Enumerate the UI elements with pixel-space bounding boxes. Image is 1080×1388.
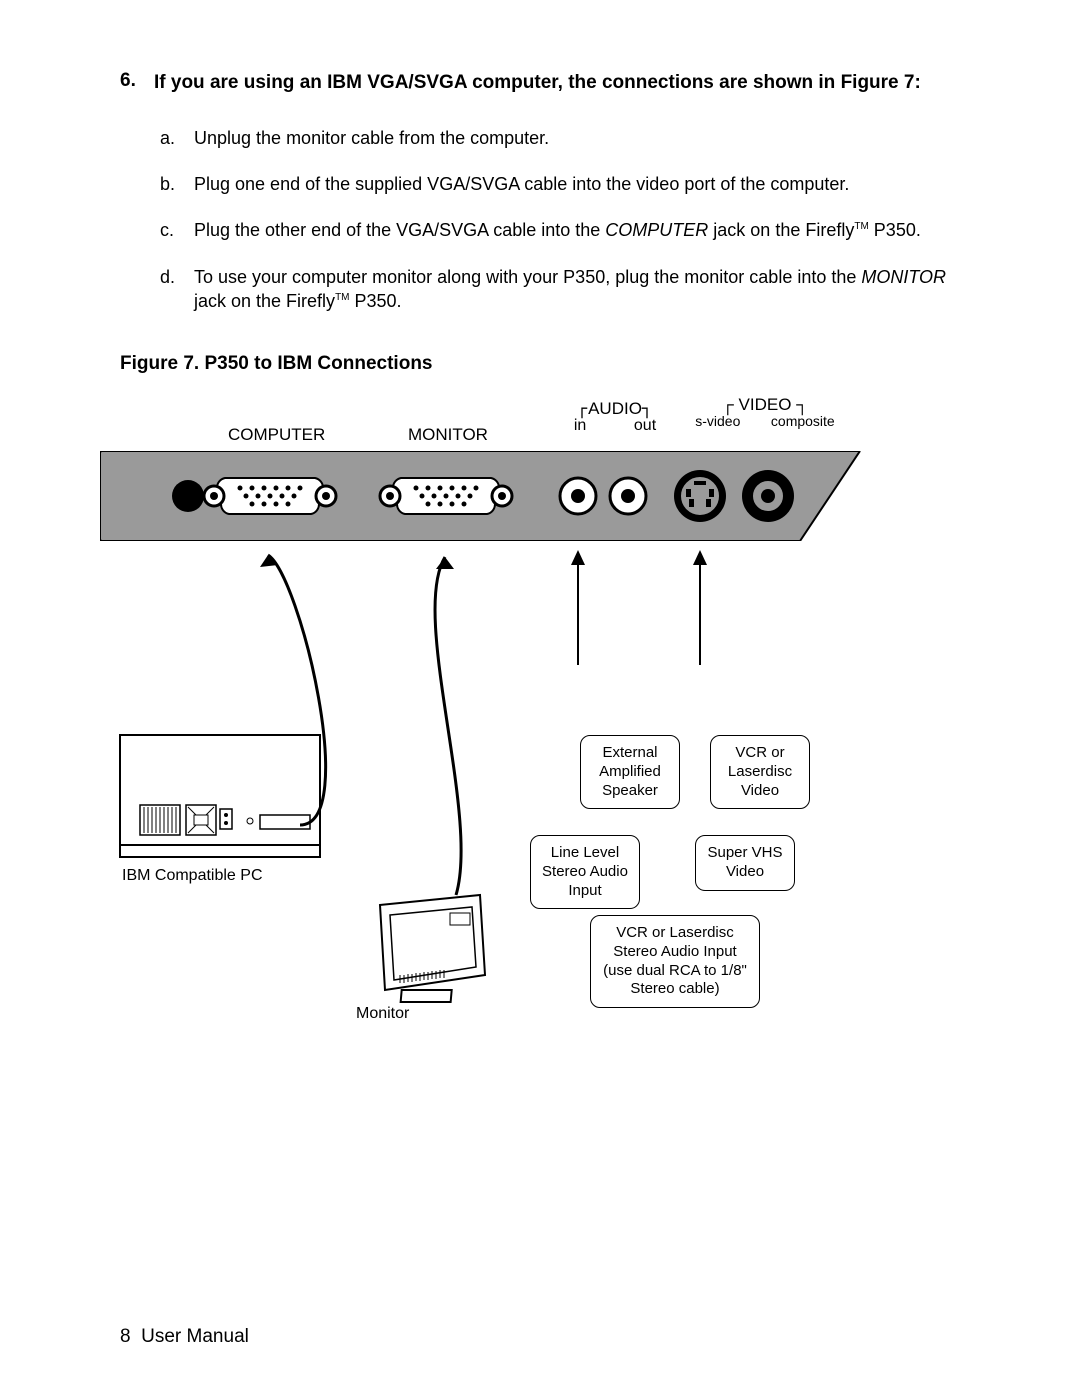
text-run: To use your computer monitor along with … <box>194 267 861 287</box>
callout-super-vhs: Super VHS Video <box>695 835 795 891</box>
text-run: P350. <box>350 291 402 311</box>
connection-diagram <box>100 395 940 1035</box>
substep-label: d. <box>160 265 194 314</box>
substep-label: c. <box>160 218 194 242</box>
substep-label: a. <box>160 126 194 150</box>
substep-label: b. <box>160 172 194 196</box>
substep-text: To use your computer monitor along with … <box>194 265 970 314</box>
footer-title: User Manual <box>141 1326 249 1347</box>
callout-vcr-video: VCR or Laserdisc Video <box>710 735 810 809</box>
text-emphasis: COMPUTER <box>605 220 708 240</box>
substep-text: Unplug the monitor cable from the comput… <box>194 126 970 150</box>
callout-vcr-audio: VCR or Laserdisc Stereo Audio Input (use… <box>590 915 760 1008</box>
trademark-symbol: TM <box>335 292 349 303</box>
page-footer: 8 User Manual <box>120 1326 249 1348</box>
pc-label: IBM Compatible PC <box>122 867 263 885</box>
trademark-symbol: TM <box>854 221 868 232</box>
substep-a: a. Unplug the monitor cable from the com… <box>160 126 970 150</box>
step-sublist: a. Unplug the monitor cable from the com… <box>160 126 970 313</box>
document-page: 6. If you are using an IBM VGA/SVGA comp… <box>0 0 1080 1388</box>
page-number: 8 <box>120 1326 131 1347</box>
text-run: P350. <box>869 220 921 240</box>
pc-icon <box>120 735 320 857</box>
substep-d: d. To use your computer monitor along wi… <box>160 265 970 314</box>
substep-text: Plug one end of the supplied VGA/SVGA ca… <box>194 172 970 196</box>
text-run: jack on the Firefly <box>708 220 854 240</box>
step-6: 6. If you are using an IBM VGA/SVGA comp… <box>120 70 970 96</box>
step-number: 6. <box>120 70 154 96</box>
text-run: jack on the Firefly <box>194 291 335 311</box>
substep-text: Plug the other end of the VGA/SVGA cable… <box>194 218 970 242</box>
text-emphasis: MONITOR <box>861 267 946 287</box>
callout-line-level-input: Line Level Stereo Audio Input <box>530 835 640 909</box>
step-heading: If you are using an IBM VGA/SVGA compute… <box>154 70 921 96</box>
figure-caption: Figure 7. P350 to IBM Connections <box>120 353 970 375</box>
text-run: Plug the other end of the VGA/SVGA cable… <box>194 220 605 240</box>
callout-external-speaker: External Amplified Speaker <box>580 735 680 809</box>
substep-c: c. Plug the other end of the VGA/SVGA ca… <box>160 218 970 242</box>
monitor-icon <box>380 895 485 1002</box>
monitor-label: Monitor <box>356 1005 409 1023</box>
substep-b: b. Plug one end of the supplied VGA/SVGA… <box>160 172 970 196</box>
figure-7: COMPUTER MONITOR ┌AUDIO┐ in out ┌ VIDEO … <box>100 395 940 1015</box>
